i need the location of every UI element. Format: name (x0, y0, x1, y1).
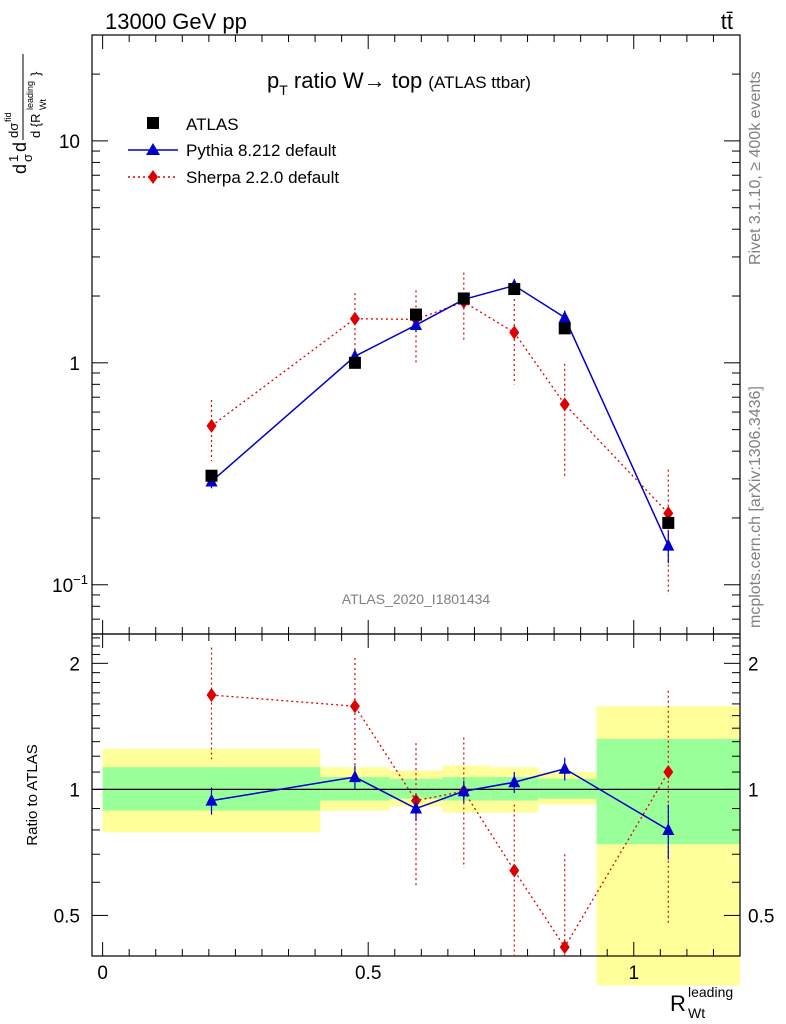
x-tick-label-2: 1 (628, 963, 639, 984)
sherpa-main-point-5 (559, 397, 570, 412)
rivet-version-label: Rivet 3.1.10, ≥ 400k events (747, 71, 764, 265)
ratio-y-axis-label: Ratio to ATLAS (24, 744, 41, 845)
svg-text:leading: leading (688, 984, 733, 1000)
sherpa-ratio-point-6 (663, 765, 674, 780)
svg-text:d: d (10, 164, 30, 174)
ratio-y-tick-label-right-0: 0.5 (748, 906, 774, 927)
pythia-main-point-2 (410, 318, 422, 331)
ratio-y-tick-label-left-1: 1 (69, 780, 80, 801)
svg-text:1: 1 (6, 155, 21, 162)
svg-text:d {R: d {R (28, 113, 43, 138)
main-y-axis-label: d 1 σ d dσ fid d {R Wt leading } (3, 54, 48, 174)
svg-text:d: d (10, 142, 30, 152)
pythia-ratio-point-6 (662, 822, 675, 835)
sherpa-main-point-4 (509, 325, 520, 340)
main-y-tick-label-0: 10−1 (52, 572, 88, 597)
legend-marker-sherpa (148, 170, 158, 184)
svg-text:R: R (670, 991, 686, 1016)
svg-text:dσ: dσ (6, 123, 21, 138)
svg-text:Wt: Wt (688, 1005, 705, 1021)
sherpa-ratio-point-1 (349, 699, 360, 714)
svg-text:Wt: Wt (38, 99, 48, 110)
ratio-plot-frame (91, 633, 741, 957)
pythia-ratio-point-2 (410, 801, 422, 814)
data-series (205, 272, 675, 956)
sherpa-ratio-point-4 (509, 863, 520, 878)
atlas-main-point-5 (558, 322, 571, 335)
sherpa-ratio-point-5 (559, 940, 570, 955)
legend-label-sherpa: Sherpa 2.2.0 default (186, 168, 339, 187)
sherpa-ratio-point-0 (206, 688, 217, 703)
chart-title: pT ratio W→ top (ATLAS ttbar) (267, 68, 531, 98)
ratio-y-tick-label-left-2: 2 (69, 654, 80, 675)
x-tick-label-0: 0 (97, 963, 108, 984)
pythia-ratio-point-4 (508, 775, 521, 788)
legend: ATLAS Pythia 8.212 default Sherpa 2.2.0 … (128, 115, 339, 187)
sherpa-main-line (211, 301, 669, 514)
ratio-band-green-5 (538, 778, 597, 799)
sherpa-main-point-1 (349, 311, 360, 326)
atlas-main-point-3 (457, 292, 470, 305)
pythia-ratio-point-1 (348, 770, 361, 783)
ratio-y-tick-label-left-0: 0.5 (54, 906, 80, 927)
atlas-main-point-2 (410, 308, 422, 321)
pythia-ratio-point-3 (457, 784, 470, 797)
sherpa-main-point-6 (663, 506, 674, 521)
legend-label-pythia: Pythia 8.212 default (186, 141, 337, 160)
pythia-main-line (211, 284, 669, 546)
pythia-ratio-point-5 (558, 761, 571, 774)
legend-marker-atlas (147, 117, 159, 129)
main-y-tick-label-2: 10 (59, 132, 80, 153)
atlas-main-point-0 (205, 469, 218, 482)
mcplots-reference-label: mcplots.cern.ch [arXiv:1306.3436] (747, 386, 764, 628)
atlas-main-point-6 (662, 516, 675, 529)
x-axis-label: R Wt leading (670, 984, 733, 1021)
plot-frames (91, 34, 741, 957)
pythia-main-point-6 (662, 538, 675, 551)
sherpa-main-point-0 (206, 418, 217, 433)
main-y-tick-label-1: 1 (69, 354, 80, 375)
pythia-ratio-point-0 (205, 793, 218, 806)
svg-text:fid: fid (3, 112, 13, 122)
energy-label: 13000 GeV pp (105, 9, 247, 34)
axis-ticks: 0 0.5 1 10−1 1 10 0.5 0.5 1 1 2 2 (52, 34, 774, 984)
svg-text:}: } (28, 71, 43, 76)
svg-text:σ: σ (20, 154, 35, 162)
atlas-main-point-1 (348, 356, 361, 369)
pythia-main-point-5 (558, 310, 571, 323)
ratio-y-tick-label-right-1: 1 (748, 780, 759, 801)
legend-marker-pythia (146, 143, 160, 155)
legend-label-atlas: ATLAS (186, 115, 239, 134)
process-label: tt̄ (721, 9, 733, 34)
x-tick-label-1: 0.5 (355, 963, 381, 984)
analysis-watermark: ATLAS_2020_I1801434 (342, 591, 491, 607)
ratio-y-tick-label-right-2: 2 (748, 654, 759, 675)
atlas-main-point-4 (508, 283, 521, 296)
svg-text:leading: leading (25, 81, 35, 110)
